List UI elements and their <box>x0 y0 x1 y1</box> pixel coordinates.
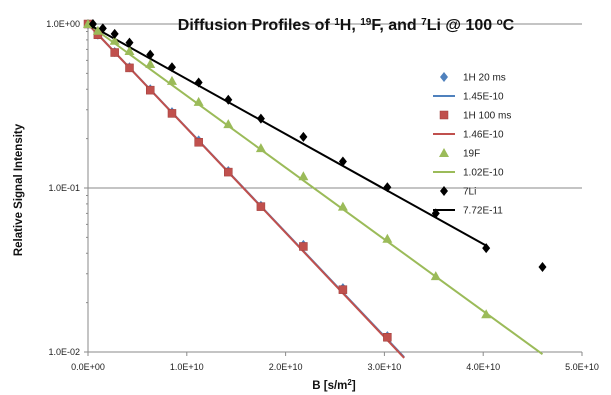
data-point-4 <box>92 25 103 35</box>
legend-label: 1.46E-10 <box>463 130 504 141</box>
legend-label: 1.45E-10 <box>463 92 504 103</box>
data-point-2 <box>338 285 348 294</box>
data-point-6 <box>338 156 347 167</box>
data-point-4 <box>223 119 234 129</box>
y-tick-label: 1.0E+00 <box>46 19 80 29</box>
x-tick-label: 0.0E+00 <box>71 362 105 372</box>
data-point-6 <box>146 49 155 60</box>
legend-label: 1H 20 ms <box>463 73 506 84</box>
y-tick-label: 1.0E-01 <box>48 183 80 193</box>
x-tick-label: 4.0E+10 <box>466 362 500 372</box>
data-point-2 <box>383 333 392 342</box>
data-point-6 <box>224 94 233 105</box>
data-point-4 <box>255 143 266 153</box>
series-line-7 <box>87 23 487 247</box>
x-tick-label: 3.0E+10 <box>368 362 402 372</box>
data-point-4 <box>430 271 441 281</box>
legend: 1H 20 ms 1.45E-10 1H 100 ms 1.46E-10 19F 1.02… <box>433 72 511 217</box>
legend-marker <box>440 72 448 82</box>
legend-label: 1H 100 ms <box>463 111 511 122</box>
data-point-2 <box>145 85 155 95</box>
data-point-6 <box>256 113 265 124</box>
data-point-4 <box>145 59 156 69</box>
data-point-2 <box>194 138 203 147</box>
x-axis-title: B [s/m2] <box>312 378 356 393</box>
data-point-2 <box>256 202 266 211</box>
x-tick-label: 2.0E+10 <box>269 362 303 372</box>
legend-label: 19F <box>463 149 480 160</box>
x-tick-label: 1.0E+10 <box>170 362 204 372</box>
legend-label: 7.72E-11 <box>463 206 503 217</box>
data-point-2 <box>110 48 119 57</box>
series-layer <box>83 19 547 359</box>
data-point-4 <box>298 171 309 181</box>
data-point-4 <box>166 75 177 85</box>
series-line-3 <box>87 23 405 359</box>
series-line-5 <box>87 23 544 355</box>
chart-title: Diffusion Profiles of 1H, 19F, and 7Li @… <box>178 17 515 35</box>
data-point-4 <box>124 45 135 55</box>
data-point-4 <box>109 35 120 45</box>
data-point-2 <box>224 167 233 177</box>
data-point-6 <box>110 28 119 39</box>
data-point-6 <box>167 62 176 73</box>
data-point-6 <box>538 261 547 272</box>
legend-marker <box>440 186 448 196</box>
data-point-6 <box>194 77 203 88</box>
legend-marker <box>439 148 449 157</box>
data-point-6 <box>482 243 491 254</box>
data-point-6 <box>125 37 134 48</box>
x-tick-label: 5.0E+10 <box>565 362 599 372</box>
legend-label: 1.02E-10 <box>463 168 504 179</box>
data-point-2 <box>125 63 134 73</box>
data-point-6 <box>98 23 107 34</box>
data-point-4 <box>481 309 492 319</box>
data-point-4 <box>337 201 348 211</box>
legend-marker <box>439 110 449 120</box>
axis-layer: 0.0E+00 1.0E+10 2.0E+10 3.0E+10 4.0E+10 5.0E+… <box>46 19 599 372</box>
data-point-2 <box>299 242 308 251</box>
legend-label: 7Li <box>463 187 476 198</box>
data-point-6 <box>88 19 97 29</box>
grid-layer <box>88 23 582 353</box>
data-point-6 <box>383 182 392 193</box>
data-point-6 <box>299 131 308 142</box>
data-point-4 <box>193 96 204 106</box>
data-point-2 <box>167 109 177 118</box>
y-axis-title: Relative Signal Intensity <box>13 123 25 256</box>
data-point-4 <box>382 233 393 243</box>
y-tick-label: 1.0E-02 <box>48 347 80 357</box>
